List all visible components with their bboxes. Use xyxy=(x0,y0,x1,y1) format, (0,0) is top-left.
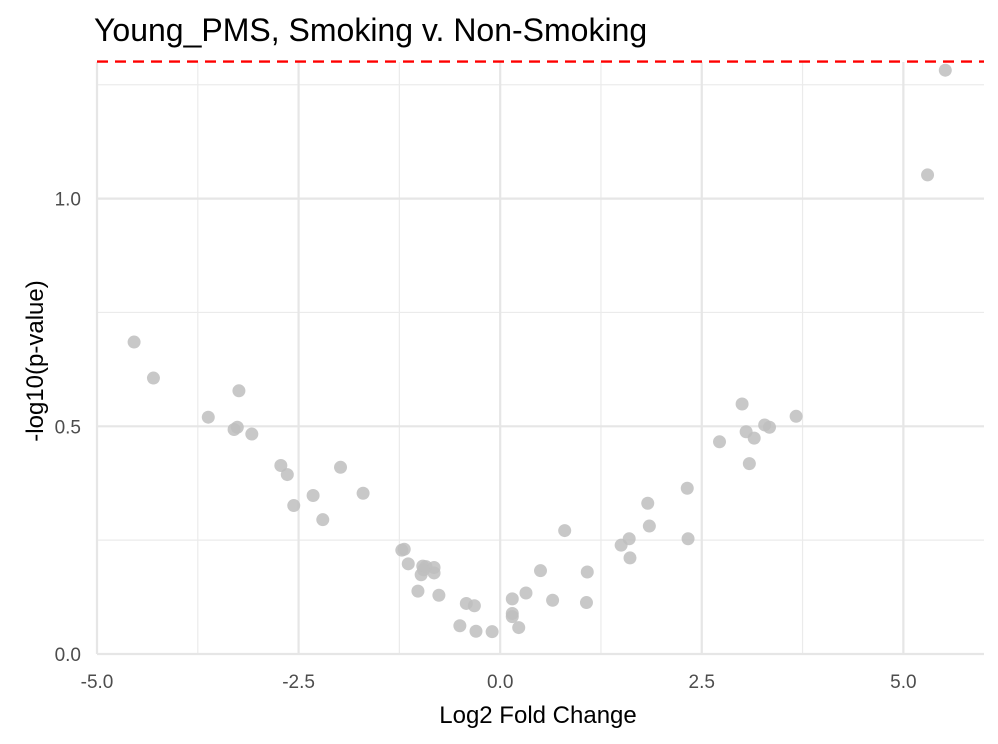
data-point xyxy=(287,499,301,513)
chart-title: Young_PMS, Smoking v. Non-Smoking xyxy=(94,12,647,48)
data-point xyxy=(534,564,547,578)
data-point xyxy=(579,596,593,610)
y-axis-ticks: 0.0 0.5 1.0 xyxy=(55,190,81,666)
data-point xyxy=(230,420,244,434)
y-tick-label: 1.0 xyxy=(55,190,81,211)
data-point xyxy=(485,625,499,639)
data-point xyxy=(432,588,446,602)
data-points xyxy=(127,63,952,639)
x-tick-label: 0.0 xyxy=(487,672,513,693)
data-point xyxy=(306,489,320,503)
data-point xyxy=(558,524,572,538)
data-point xyxy=(280,468,294,482)
data-point xyxy=(938,63,952,77)
data-point xyxy=(427,566,441,580)
data-point xyxy=(232,384,246,398)
y-tick-label: 0.0 xyxy=(55,645,81,666)
data-point xyxy=(469,624,483,638)
data-point xyxy=(401,557,415,571)
data-point xyxy=(334,460,348,474)
data-point xyxy=(453,619,467,633)
data-point xyxy=(356,486,370,500)
data-point xyxy=(789,409,803,423)
data-point xyxy=(713,435,727,449)
data-point xyxy=(642,519,656,533)
y-axis-title: -log10(p-value) xyxy=(22,280,49,441)
data-point xyxy=(505,592,519,606)
data-point xyxy=(519,586,533,600)
x-axis-ticks: -5.0 -2.5 0.0 2.5 5.0 xyxy=(81,672,917,693)
data-point xyxy=(245,427,259,441)
data-point xyxy=(747,431,761,445)
data-point xyxy=(127,335,141,349)
data-point xyxy=(623,551,637,565)
data-point xyxy=(397,542,411,556)
data-point xyxy=(742,457,756,471)
x-axis-title: Log2 Fold Change xyxy=(439,702,636,729)
data-point xyxy=(622,532,636,546)
data-point xyxy=(580,565,594,579)
data-point xyxy=(411,584,425,598)
y-tick-label: 0.5 xyxy=(55,417,81,438)
x-tick-label: 2.5 xyxy=(689,672,715,693)
x-tick-label: 5.0 xyxy=(890,672,916,693)
data-point xyxy=(681,532,695,546)
data-point xyxy=(921,168,935,182)
data-point xyxy=(735,397,749,411)
x-tick-label: -5.0 xyxy=(81,672,114,693)
data-point xyxy=(505,610,519,624)
data-point xyxy=(546,593,560,607)
grid xyxy=(95,62,984,656)
data-point xyxy=(146,371,160,385)
data-point xyxy=(201,410,215,424)
data-point xyxy=(274,458,288,472)
data-point xyxy=(316,513,330,527)
x-tick-label: -2.5 xyxy=(282,672,315,693)
data-point xyxy=(680,481,694,495)
data-point xyxy=(763,420,777,434)
data-point xyxy=(467,599,481,613)
data-point xyxy=(512,621,526,635)
data-point xyxy=(641,496,655,510)
